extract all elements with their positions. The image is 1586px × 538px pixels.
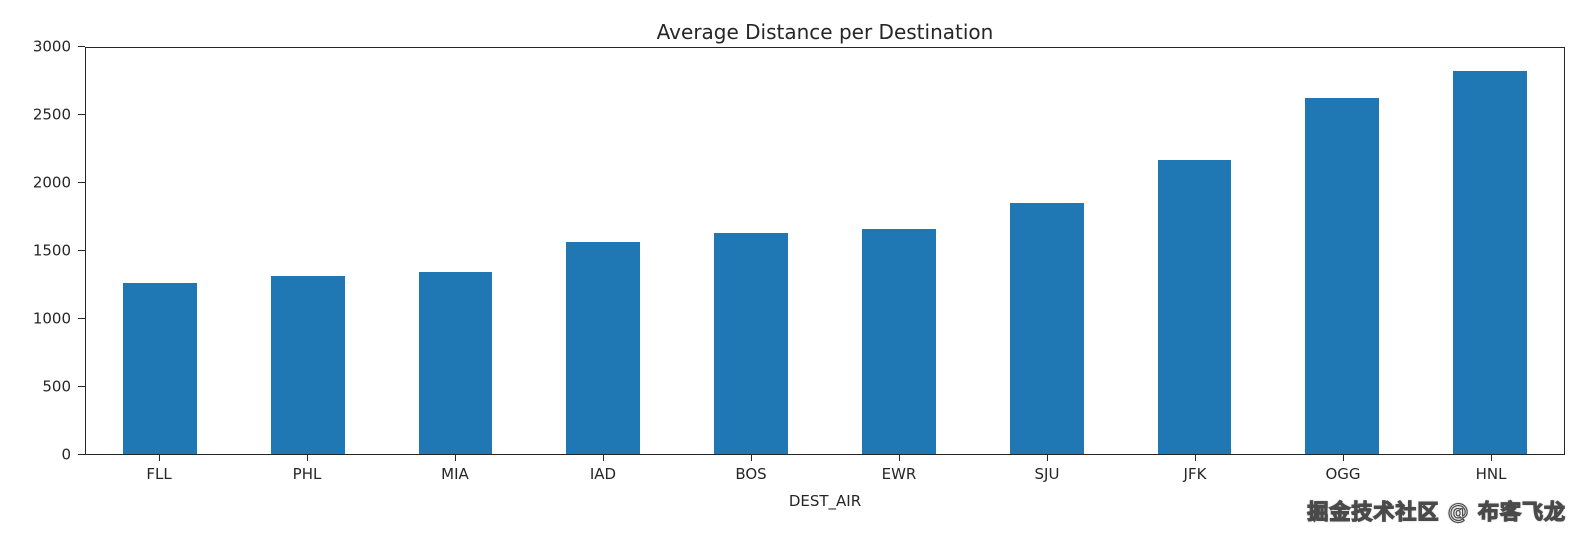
y-tick-label: 500 (42, 377, 71, 396)
x-tick-slot: PHL (233, 455, 381, 483)
bar-slot (1121, 48, 1269, 454)
y-tick-label: 1500 (32, 241, 71, 260)
x-tick-label: BOS (735, 465, 767, 483)
x-tick-mark (751, 455, 752, 461)
y-tick-mark (78, 386, 85, 388)
x-tick-mark (455, 455, 456, 461)
x-tick-mark (1491, 455, 1492, 461)
y-tick-mark (78, 182, 85, 184)
bar-slot (825, 48, 973, 454)
x-tick-mark (1047, 455, 1048, 461)
bar-ewr (861, 229, 936, 454)
bar-fll (122, 282, 197, 454)
x-tick-mark (1195, 455, 1196, 461)
x-tick-label: JFK (1183, 465, 1207, 483)
y-tick-mark (78, 454, 85, 455)
bar-slot (86, 48, 234, 454)
x-tick-slot: FLL (85, 455, 233, 483)
bar-slot (234, 48, 382, 454)
x-tick-label: PHL (292, 465, 322, 483)
x-tick-mark (159, 455, 160, 461)
x-tick-mark (307, 455, 308, 461)
x-tick-label: SJU (1034, 465, 1060, 483)
bar-ogg (1305, 98, 1380, 454)
bar-slot (1416, 48, 1564, 454)
x-tick-label: MIA (441, 465, 469, 483)
y-tick-mark (78, 114, 85, 115)
x-tick-slot: HNL (1417, 455, 1565, 483)
x-axis: FLL PHL MIA IAD BOS EWR SJU JFK OGG HNL (85, 455, 1565, 483)
x-tick-label: HNL (1475, 465, 1507, 483)
bar-iad (566, 242, 641, 454)
y-axis: 0 500 1000 1500 2000 2500 3000 (0, 39, 85, 462)
bar-slot (677, 48, 825, 454)
x-tick-label: IAD (589, 465, 617, 483)
x-tick-label: OGG (1325, 465, 1361, 483)
bar-bos (714, 233, 789, 454)
x-tick-mark (899, 455, 900, 461)
y-tick-label: 2000 (32, 173, 71, 192)
x-tick-slot: MIA (381, 455, 529, 483)
plot-area (85, 47, 1565, 455)
x-tick-label: EWR (881, 465, 917, 483)
bar-phl (270, 276, 345, 454)
bars (86, 48, 1564, 454)
bar-slot (1268, 48, 1416, 454)
x-tick-slot: IAD (529, 455, 677, 483)
x-tick-slot: SJU (973, 455, 1121, 483)
x-tick-mark (603, 455, 604, 461)
chart-title: Average Distance per Destination (656, 20, 994, 44)
x-tick-slot: OGG (1269, 455, 1417, 483)
x-tick-slot: EWR (825, 455, 973, 483)
watermark: 掘金技术社区 @ 布客飞龙 (1307, 499, 1566, 524)
y-tick-label: 1000 (32, 309, 71, 328)
bar-slot (529, 48, 677, 454)
bar-hnl (1453, 71, 1528, 454)
y-tick-label: 0 (61, 445, 71, 464)
bar-slot (382, 48, 530, 454)
y-tick-mark (78, 46, 85, 47)
x-tick-mark (1343, 455, 1344, 461)
x-tick-label: FLL (146, 465, 172, 483)
y-tick-mark (78, 250, 85, 251)
bar-sju (1009, 202, 1084, 454)
bar-jfk (1157, 160, 1232, 454)
x-axis-label: DEST_AIR (788, 492, 862, 510)
x-tick-slot: BOS (677, 455, 825, 483)
y-tick-label: 3000 (32, 37, 71, 56)
y-tick-label: 2500 (32, 105, 71, 124)
y-tick-mark (78, 318, 85, 320)
bar-slot (973, 48, 1121, 454)
bar-mia (418, 271, 493, 454)
x-tick-slot: JFK (1121, 455, 1269, 483)
